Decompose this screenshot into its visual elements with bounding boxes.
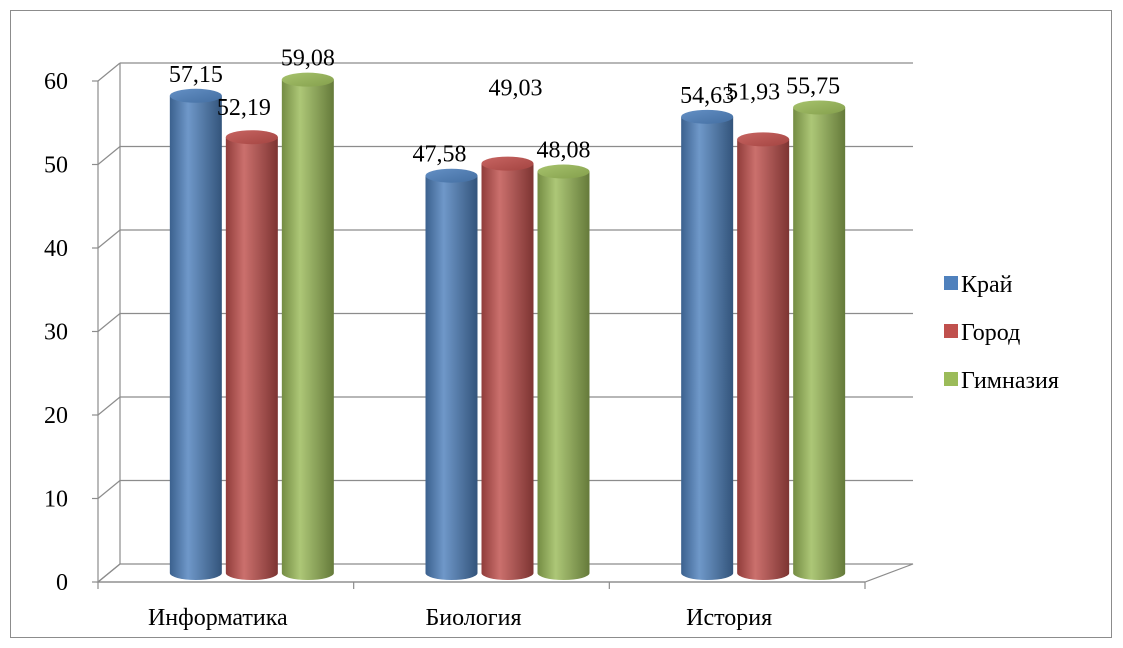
bar — [425, 175, 478, 580]
legend-label: Город — [961, 320, 1020, 346]
y-tick-label: 10 — [44, 487, 68, 513]
data-label: 57,15 — [169, 62, 223, 88]
y-tick-label: 0 — [56, 570, 68, 596]
bar-top — [425, 168, 478, 183]
gridline-side — [97, 480, 121, 499]
data-label: 51,93 — [726, 79, 780, 105]
legend: Край Город Гимназия — [944, 272, 1059, 394]
bar-top — [225, 130, 278, 145]
y-tick-label: 40 — [44, 236, 68, 262]
gridline-side — [97, 313, 121, 332]
x-tick-label: Информатика — [148, 605, 288, 631]
data-label: 48,08 — [537, 138, 591, 164]
legend-swatch — [944, 276, 958, 290]
bar-top — [737, 132, 790, 147]
legend-label: Гимназия — [961, 368, 1059, 394]
y-tick-label: 20 — [44, 403, 68, 429]
gridline-side — [97, 229, 121, 249]
axes — [92, 80, 866, 589]
data-label: 55,75 — [786, 73, 840, 99]
bar — [793, 107, 846, 581]
bar — [481, 163, 534, 581]
data-label: 54,63 — [680, 83, 734, 109]
gridline-side — [97, 146, 121, 165]
data-labels: 57,15 52,19 59,08 47,58 49,03 48,08 54,6351,93… — [169, 46, 840, 168]
gridline-side — [97, 396, 121, 416]
bar — [225, 137, 278, 580]
bar-top — [681, 109, 734, 124]
bar-top — [537, 164, 590, 179]
x-tick-label: Биология — [425, 605, 521, 631]
y-tick-label: 60 — [44, 69, 68, 95]
bar-top — [481, 156, 534, 171]
data-label: 59,08 — [281, 46, 335, 72]
gridline-side — [97, 62, 121, 82]
bar-top — [281, 72, 334, 87]
data-label: 49,03 — [489, 76, 543, 102]
y-tick-labels: 0 10 20 30 40 50 60 — [44, 69, 68, 596]
x-tick-label: История — [686, 605, 772, 631]
bar — [281, 79, 334, 580]
bar — [681, 116, 734, 580]
legend-swatch — [944, 372, 958, 386]
data-label: 47,58 — [413, 142, 467, 168]
bars — [169, 72, 846, 581]
data-label: 52,19 — [217, 95, 271, 121]
legend-label: Край — [961, 272, 1013, 298]
bar — [737, 139, 790, 580]
legend-swatch — [944, 324, 958, 338]
bar — [537, 171, 590, 581]
x-tick-labels: Информатика Биология История — [148, 605, 772, 631]
y-tick-label: 50 — [44, 153, 68, 179]
y-tick-label: 30 — [44, 320, 68, 346]
gridline-side — [97, 563, 121, 583]
bar-top — [793, 100, 846, 115]
bar — [169, 95, 222, 580]
bar-top — [169, 88, 222, 103]
